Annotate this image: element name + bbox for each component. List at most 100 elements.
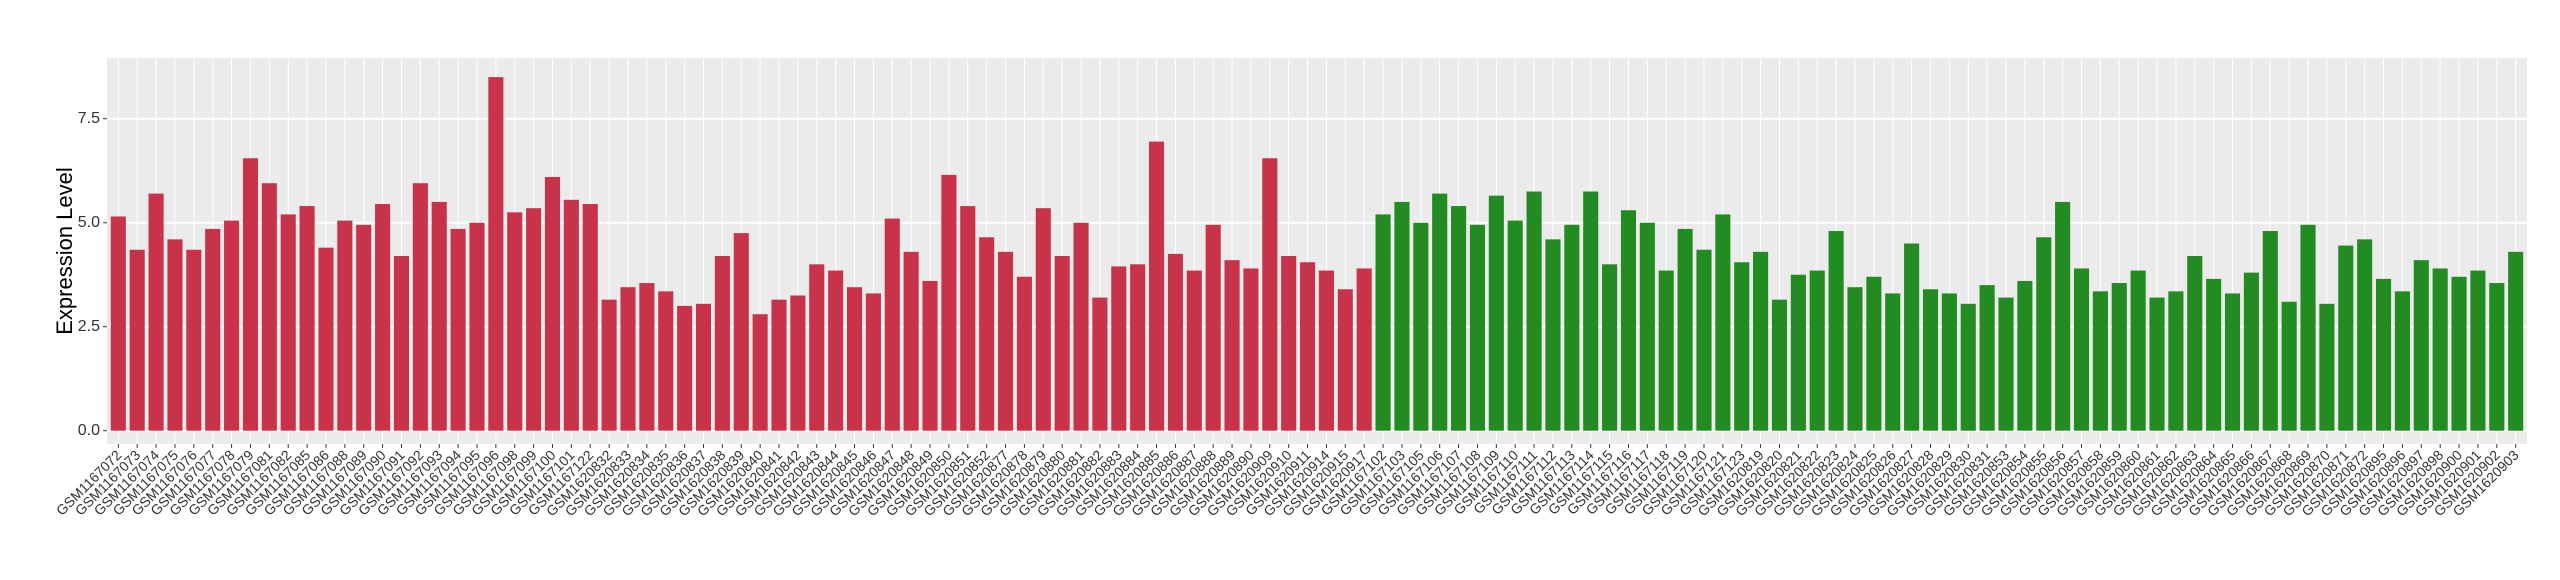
bar — [1828, 231, 1844, 431]
bar — [1205, 224, 1221, 431]
bar — [1941, 293, 1957, 431]
bar — [1696, 249, 1712, 431]
bar — [280, 214, 296, 431]
bar — [1073, 222, 1089, 431]
bar — [1734, 262, 1750, 431]
bar — [488, 77, 504, 431]
bar — [1148, 141, 1165, 431]
bar — [1526, 191, 1542, 431]
bar — [2357, 239, 2373, 431]
bar — [1866, 276, 1882, 431]
bar — [1960, 303, 1976, 431]
bar — [412, 183, 428, 431]
bar — [1507, 220, 1523, 431]
bar — [1281, 255, 1297, 431]
bar — [903, 251, 919, 431]
bar — [1583, 191, 1599, 431]
bar — [1337, 289, 1353, 431]
bar — [1620, 210, 1637, 431]
bar — [375, 203, 391, 431]
bar — [1715, 214, 1731, 431]
bar — [356, 224, 372, 431]
bar — [846, 287, 863, 431]
bar — [1771, 299, 1788, 431]
bar — [639, 283, 655, 431]
y-tick-label: 7.5 — [78, 110, 100, 127]
bar — [1469, 224, 1486, 431]
bar — [1564, 224, 1580, 431]
bar — [1904, 243, 1920, 431]
bar — [2451, 276, 2467, 431]
y-axis-label: Expression Level — [52, 167, 77, 335]
bar — [2470, 270, 2486, 431]
bar — [677, 305, 693, 431]
bar — [1167, 253, 1183, 431]
bar — [261, 183, 277, 431]
bar — [1677, 228, 1693, 431]
bar — [1092, 297, 1108, 431]
bar — [733, 233, 749, 431]
bar — [1318, 270, 1334, 431]
bar — [941, 174, 957, 431]
bar — [790, 295, 806, 431]
bar — [695, 303, 712, 431]
bar — [1243, 268, 1259, 431]
bar — [1130, 264, 1146, 431]
bar — [2187, 255, 2203, 431]
bar — [1054, 255, 1070, 431]
bar — [997, 251, 1014, 431]
bar — [1300, 262, 1316, 431]
bar — [582, 203, 598, 431]
bar — [2489, 283, 2505, 431]
bar — [318, 247, 334, 431]
bar — [714, 255, 730, 431]
bar — [601, 299, 617, 431]
bar — [2432, 268, 2448, 431]
bar — [224, 220, 240, 431]
bar — [1790, 274, 1806, 431]
bar — [828, 270, 844, 431]
bar — [1224, 260, 1240, 431]
bar — [1885, 293, 1901, 431]
bar — [1356, 268, 1372, 431]
bar — [922, 280, 938, 431]
bar — [2281, 301, 2297, 431]
bar — [563, 199, 579, 431]
bar — [1035, 208, 1051, 431]
bar — [1809, 270, 1825, 431]
y-tick-label: 5.0 — [78, 214, 100, 231]
bar — [2168, 291, 2184, 431]
bar — [1922, 289, 1939, 431]
bar — [1658, 270, 1674, 431]
bar — [337, 220, 353, 431]
bar — [393, 255, 410, 431]
bar — [2394, 291, 2410, 431]
bar — [809, 264, 825, 431]
bar — [450, 228, 466, 431]
bar — [205, 228, 221, 431]
bar — [2130, 270, 2146, 431]
bar — [2036, 237, 2052, 431]
bar — [1979, 285, 1995, 431]
bar — [771, 299, 787, 431]
bar — [1753, 251, 1769, 431]
bar — [2055, 201, 2071, 431]
bar — [167, 239, 183, 431]
y-tick-label: 2.5 — [78, 318, 100, 335]
bar — [1111, 266, 1127, 431]
bar — [1394, 201, 1410, 431]
bar — [2206, 278, 2222, 431]
bar — [242, 158, 259, 431]
y-tick-label: 0.0 — [78, 422, 100, 439]
bar — [2111, 283, 2127, 431]
bar — [2262, 231, 2278, 431]
bar — [2319, 303, 2335, 431]
bar — [1488, 195, 1504, 431]
bar — [1016, 276, 1032, 431]
bar — [2300, 224, 2316, 431]
bar — [1451, 206, 1467, 431]
bar — [979, 237, 995, 431]
bar — [299, 206, 315, 431]
bar — [2243, 272, 2259, 431]
